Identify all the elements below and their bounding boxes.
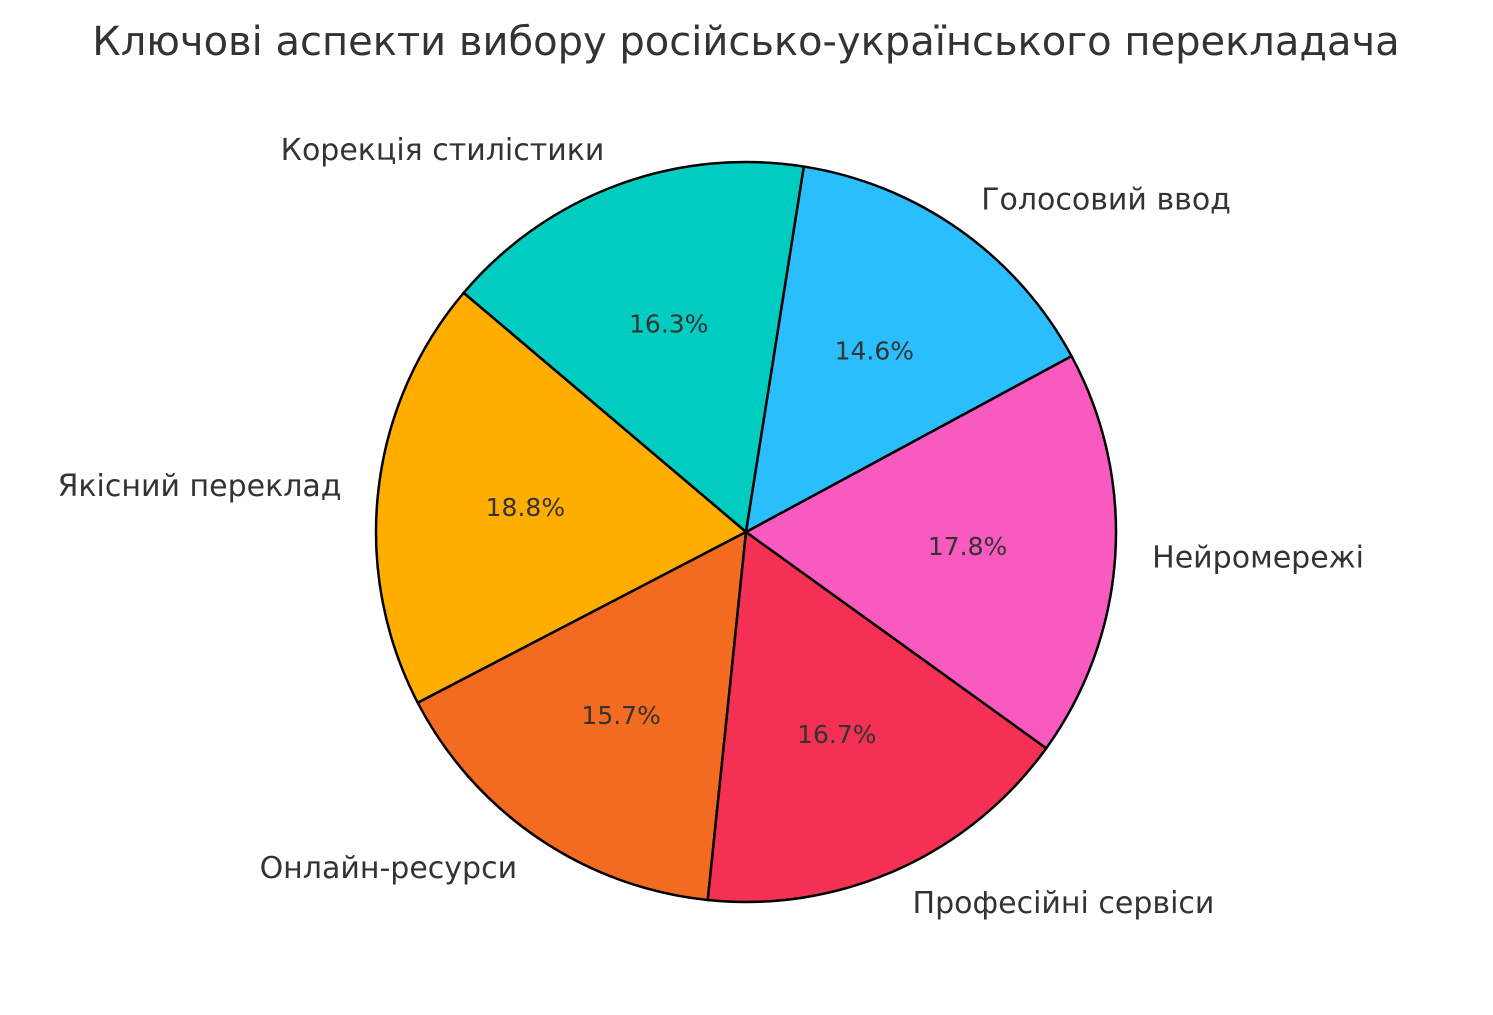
pie-labels: Корекція стилістики 16.3% Якісний переклад…	[58, 133, 1364, 921]
pie-slice	[744, 354, 1118, 750]
slice-label: Корекція стилістики	[281, 133, 605, 168]
slice-label: Онлайн-ресурси	[260, 851, 518, 886]
slice-percentage-label: 16.3%	[629, 309, 708, 338]
slice-label: Якісний переклад	[58, 469, 342, 504]
chart-title: Ключові аспекти вибору російсько-українс…	[92, 19, 1399, 65]
pie-slice	[374, 291, 748, 705]
pie-slice	[416, 530, 748, 902]
slice-percentage-label: 18.8%	[486, 493, 565, 522]
slice-percentage-label: 15.7%	[581, 701, 660, 730]
slice-percentage-label: 16.7%	[797, 720, 876, 749]
pie-slice	[706, 530, 1048, 904]
pie-slice	[462, 160, 806, 534]
slice-label: Нейромережі	[1152, 541, 1364, 576]
pie-slices	[374, 160, 1118, 904]
slice-percentage-label: 17.8%	[928, 532, 1007, 561]
slice-label: Голосовий ввод	[981, 182, 1231, 217]
slice-percentage-label: 14.6%	[835, 336, 914, 365]
slice-label: Професійні сервіси	[913, 886, 1215, 921]
pie-slice	[744, 165, 1073, 534]
